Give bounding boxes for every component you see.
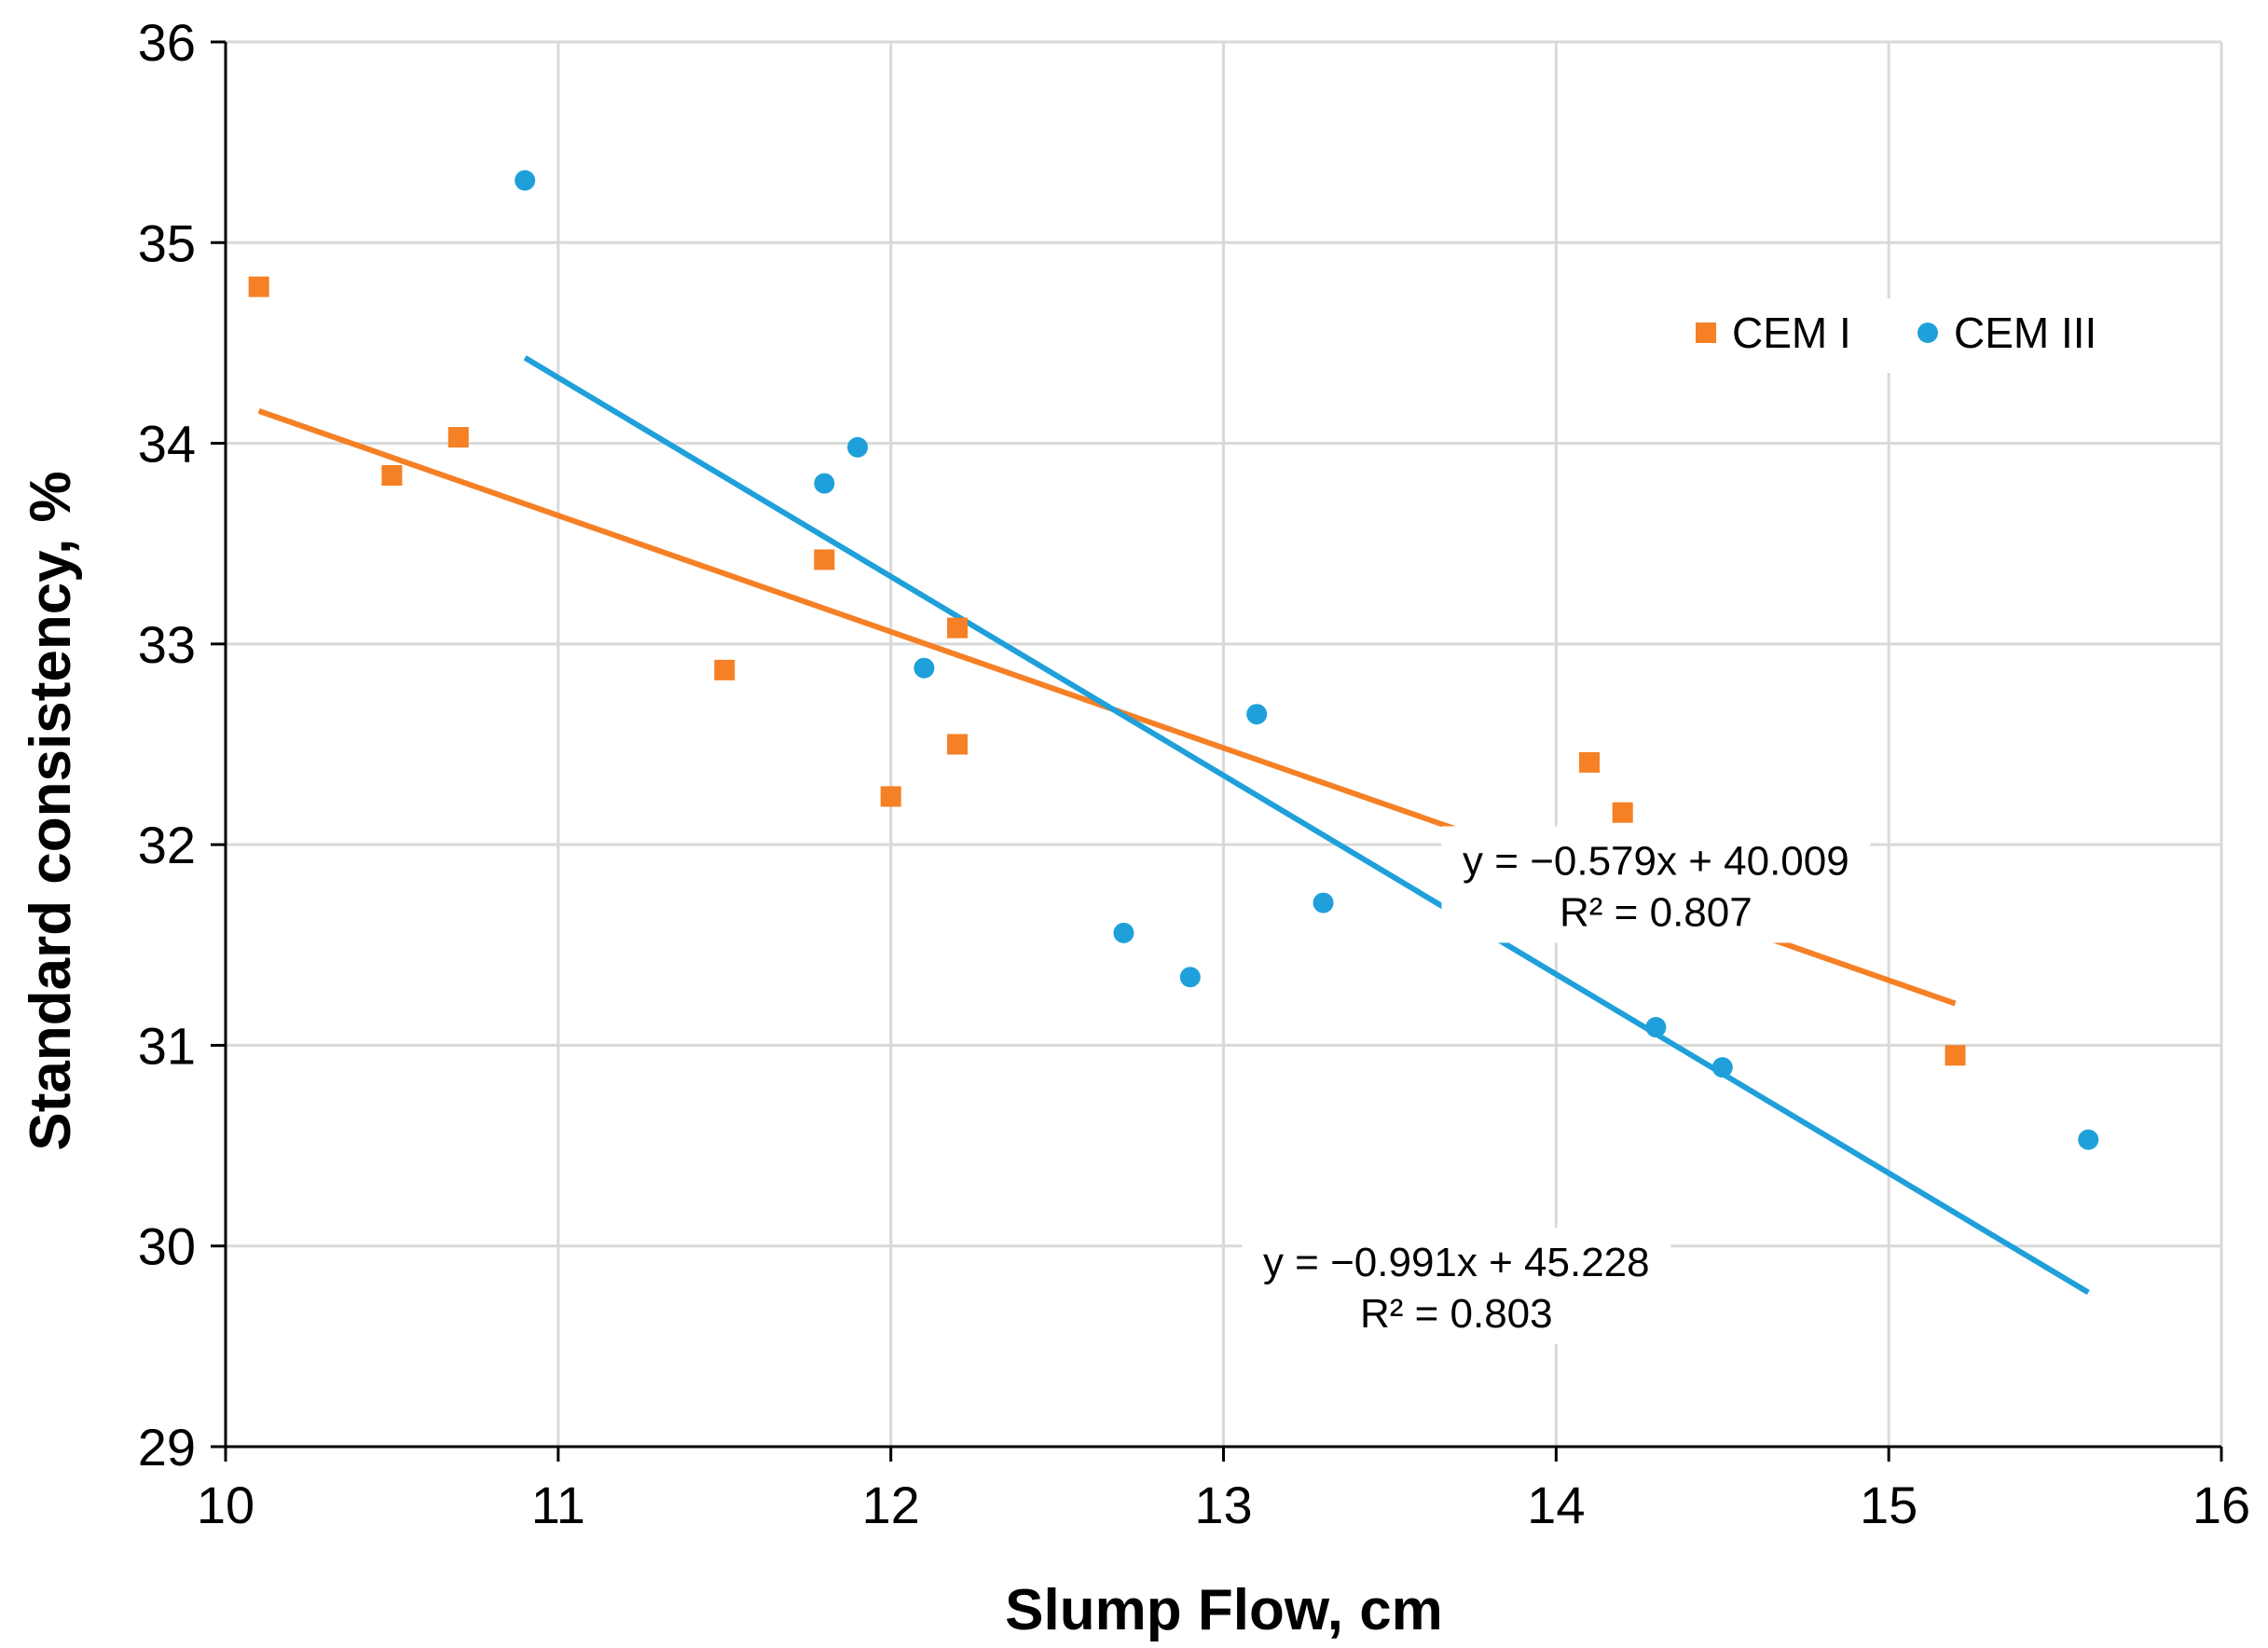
data-point-cem-iii (1645, 1017, 1667, 1038)
data-point-cem-iii (914, 657, 935, 679)
data-point-cem-i (947, 734, 969, 755)
data-point-cem-iii (1179, 967, 1201, 988)
data-point-cem-i (381, 465, 403, 487)
trendline-equation-cem-i: y = −0.579x + 40.009 (1463, 838, 1849, 884)
trendline-cem-iii (523, 355, 2090, 1296)
trendlines (257, 355, 2090, 1296)
data-point-cem-i (1579, 751, 1601, 773)
legend-label-cem-iii: CEM III (1954, 309, 2096, 357)
data-point-cem-i (1945, 1045, 1966, 1066)
y-tick-label: 31 (138, 1016, 196, 1075)
y-tick-label: 35 (138, 213, 196, 272)
data-point-cem-i (880, 786, 901, 807)
grid (226, 40, 2223, 1447)
data-point-cem-iii (2078, 1129, 2099, 1150)
legend-background (1673, 298, 2111, 373)
y-tick-label: 32 (138, 816, 196, 874)
data-point-cem-iii (1113, 922, 1134, 943)
x-axis-title: Slump Flow, cm (1005, 1578, 1443, 1642)
x-tick-label: 10 (197, 1476, 254, 1534)
data-point-cem-i (248, 276, 269, 297)
trendline-equation-cem-iii: y = −0.991x + 45.228 (1263, 1240, 1650, 1285)
axes: 10 11 12 13 14 15 16 29 30 31 32 33 34 35 36 (138, 13, 2250, 1534)
trendline-r2-cem-i: R² = 0.807 (1560, 889, 1753, 935)
data-point-cem-i (1612, 802, 1633, 823)
data-point-cem-iii (1711, 1057, 1733, 1078)
legend: CEM I CEM III (1673, 298, 2111, 373)
x-tick-label: 12 (862, 1476, 920, 1534)
data-point-cem-i (714, 659, 735, 680)
x-tick-label: 14 (1527, 1476, 1585, 1534)
y-tick-label: 33 (138, 615, 196, 674)
data-point-cem-iii (1246, 704, 1268, 725)
data-point-cem-i (947, 617, 969, 639)
y-axis-title: Standard consistency, % (19, 471, 83, 1150)
x-tick-label: 15 (1860, 1476, 1917, 1534)
y-tick-label: 36 (138, 13, 196, 72)
x-tick-label: 11 (531, 1476, 585, 1534)
legend-marker-cem-iii (1917, 323, 1938, 343)
legend-marker-cem-i (1696, 323, 1716, 343)
trendline-label-background-cem-i (1441, 826, 1871, 943)
data-point-cem-i (814, 549, 835, 570)
y-tick-label: 34 (138, 415, 196, 474)
trendline-labels: y = −0.579x + 40.009 R² = 0.807 y = −0.991… (1242, 826, 1871, 1345)
x-tick-label: 13 (1194, 1476, 1252, 1534)
data-point-cem-iii (1313, 892, 1334, 913)
trendline-r2-cem-iii: R² = 0.803 (1360, 1291, 1553, 1337)
x-tick-label: 16 (2192, 1476, 2250, 1534)
legend-label-cem-i: CEM I (1732, 309, 1851, 357)
data-point-cem-iii (846, 436, 868, 458)
data-point-cem-iii (515, 170, 536, 191)
y-tick-label: 29 (138, 1418, 196, 1476)
y-tick-label: 30 (138, 1217, 196, 1276)
data-points (248, 170, 2099, 1150)
data-point-cem-i (447, 427, 469, 448)
trendline-label-background-cem-iii (1242, 1228, 1671, 1345)
data-point-cem-iii (814, 473, 835, 494)
